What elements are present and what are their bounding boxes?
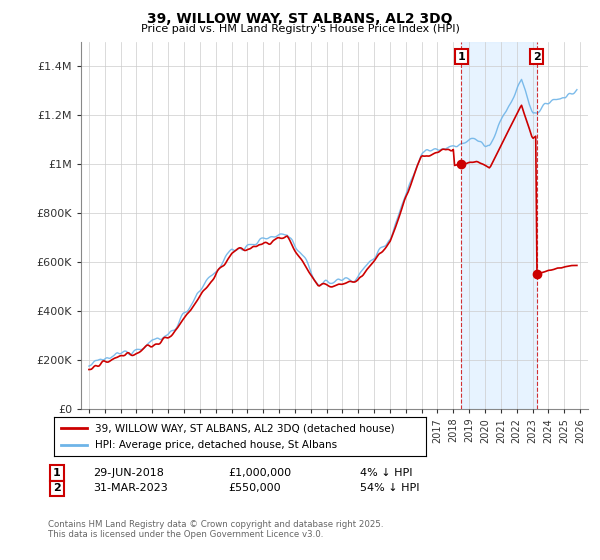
Text: 31-MAR-2023: 31-MAR-2023: [93, 483, 168, 493]
Text: Price paid vs. HM Land Registry's House Price Index (HPI): Price paid vs. HM Land Registry's House …: [140, 24, 460, 34]
Text: Contains HM Land Registry data © Crown copyright and database right 2025.
This d: Contains HM Land Registry data © Crown c…: [48, 520, 383, 539]
Text: 54% ↓ HPI: 54% ↓ HPI: [360, 483, 419, 493]
Text: 1: 1: [53, 468, 61, 478]
Text: 39, WILLOW WAY, ST ALBANS, AL2 3DQ (detached house): 39, WILLOW WAY, ST ALBANS, AL2 3DQ (deta…: [95, 423, 395, 433]
Bar: [461, 42, 536, 409]
Text: £550,000: £550,000: [228, 483, 281, 493]
Text: 39, WILLOW WAY, ST ALBANS, AL2 3DQ: 39, WILLOW WAY, ST ALBANS, AL2 3DQ: [147, 12, 453, 26]
Text: 4% ↓ HPI: 4% ↓ HPI: [360, 468, 413, 478]
Text: 2: 2: [533, 52, 541, 62]
Text: 29-JUN-2018: 29-JUN-2018: [93, 468, 164, 478]
Text: £1,000,000: £1,000,000: [228, 468, 291, 478]
Text: 2: 2: [53, 483, 61, 493]
Text: HPI: Average price, detached house, St Albans: HPI: Average price, detached house, St A…: [95, 440, 337, 450]
Text: 1: 1: [457, 52, 465, 62]
